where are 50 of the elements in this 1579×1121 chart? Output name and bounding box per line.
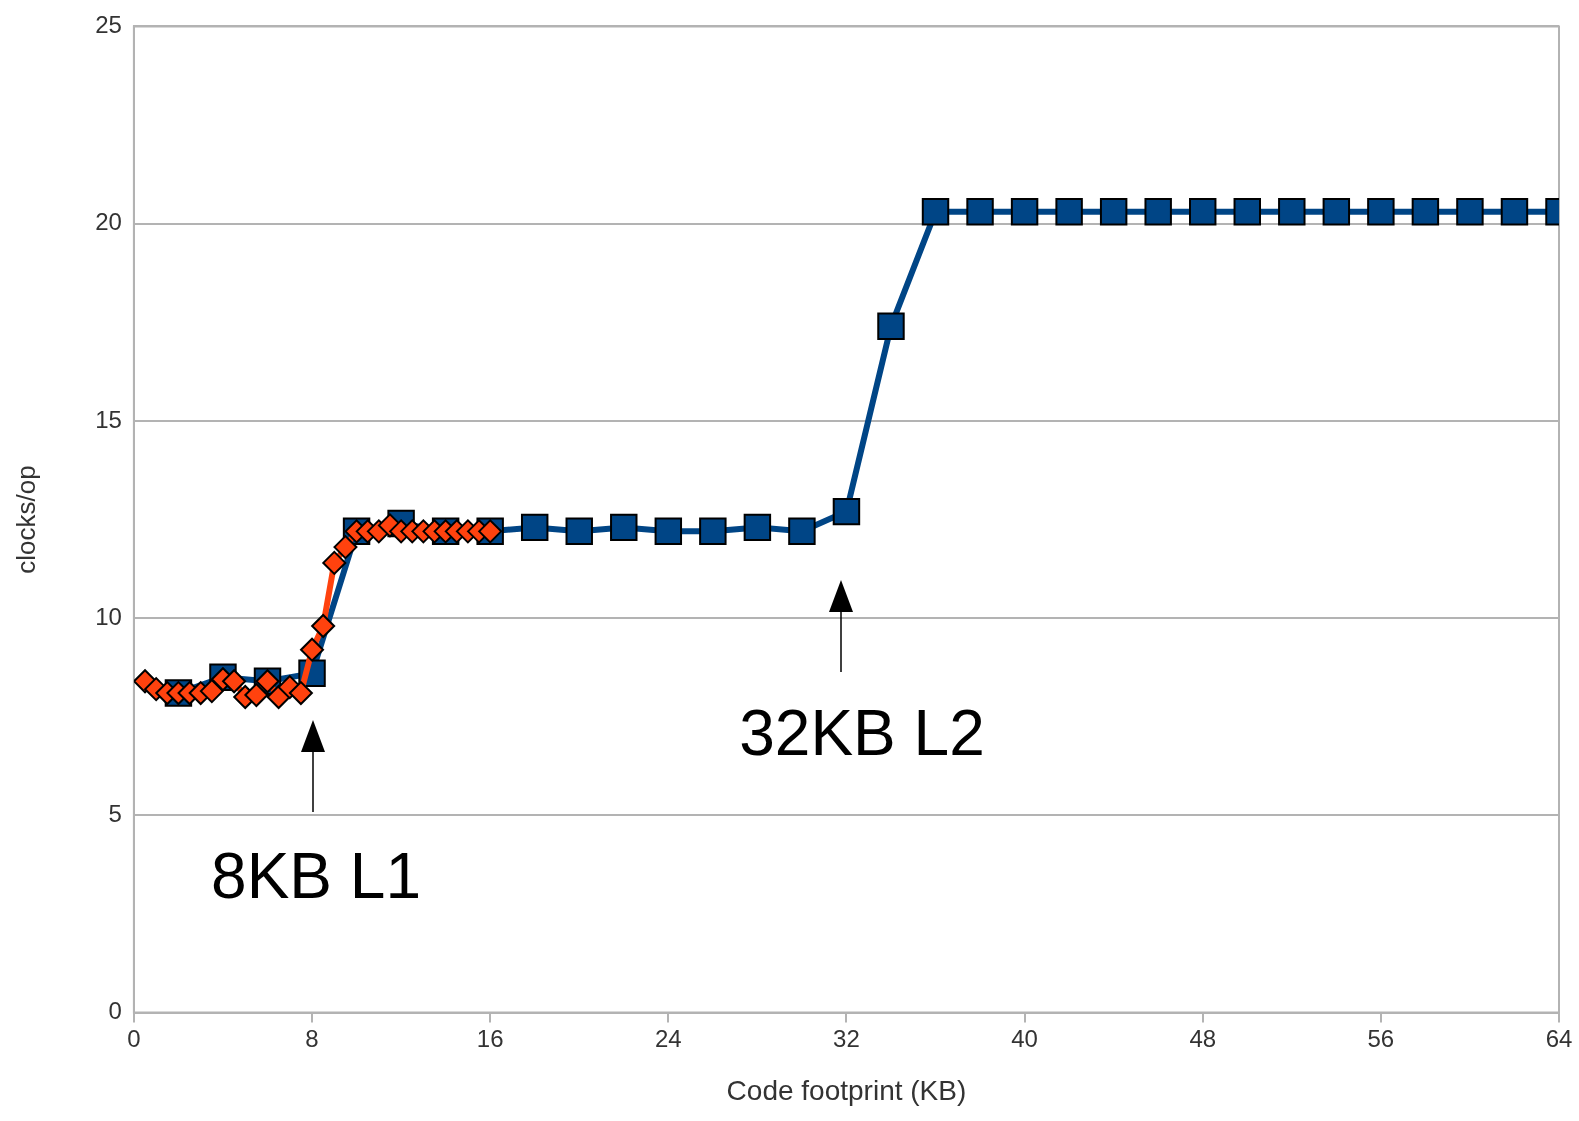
y-tick-label: 5 xyxy=(108,799,122,827)
point xyxy=(1500,198,1529,226)
point xyxy=(1189,198,1217,226)
point xyxy=(300,637,325,662)
y-tick-label: 0 xyxy=(108,997,122,1025)
point xyxy=(654,517,683,546)
y-tick-label: 25 xyxy=(95,11,122,39)
x-tick-label: 8 xyxy=(305,1024,319,1052)
point xyxy=(788,517,816,546)
point xyxy=(877,312,905,340)
point xyxy=(1010,198,1039,226)
point xyxy=(199,679,224,704)
y-tick-label: 15 xyxy=(95,405,122,433)
point xyxy=(1278,198,1306,226)
point xyxy=(520,513,549,542)
annotation: 32KB L2 xyxy=(739,697,985,769)
point xyxy=(1055,198,1083,226)
point xyxy=(1099,198,1128,226)
point xyxy=(1322,198,1351,226)
point xyxy=(311,614,336,639)
x-tick-label: 0 xyxy=(127,1024,141,1052)
point xyxy=(322,550,347,575)
y-tick-label: 10 xyxy=(95,602,122,630)
point xyxy=(699,517,727,546)
y-tick-label: 20 xyxy=(95,208,122,236)
annotation: 8KB L1 xyxy=(211,840,421,912)
point xyxy=(832,497,861,526)
point xyxy=(565,517,593,546)
point xyxy=(1144,198,1172,226)
x-tick-label: 40 xyxy=(1011,1024,1038,1052)
x-axis-title: Code footprint (KB) xyxy=(726,1074,967,1106)
point xyxy=(966,198,994,226)
point xyxy=(1411,198,1440,226)
point xyxy=(222,669,247,694)
x-tick-label: 24 xyxy=(654,1024,682,1052)
point xyxy=(333,535,358,560)
point xyxy=(288,681,313,706)
x-tick-label: 56 xyxy=(1367,1024,1395,1052)
point xyxy=(610,513,638,542)
x-tick-label: 32 xyxy=(833,1024,860,1052)
point xyxy=(921,198,950,226)
x-tick-label: 64 xyxy=(1545,1024,1573,1052)
x-tick-label: 48 xyxy=(1189,1024,1217,1052)
point xyxy=(1456,198,1484,226)
point xyxy=(244,683,269,708)
point xyxy=(1233,198,1261,226)
point xyxy=(743,513,772,542)
point xyxy=(1367,198,1395,226)
y-axis-title: clocks/op xyxy=(10,465,41,574)
x-tick-label: 16 xyxy=(476,1024,504,1052)
